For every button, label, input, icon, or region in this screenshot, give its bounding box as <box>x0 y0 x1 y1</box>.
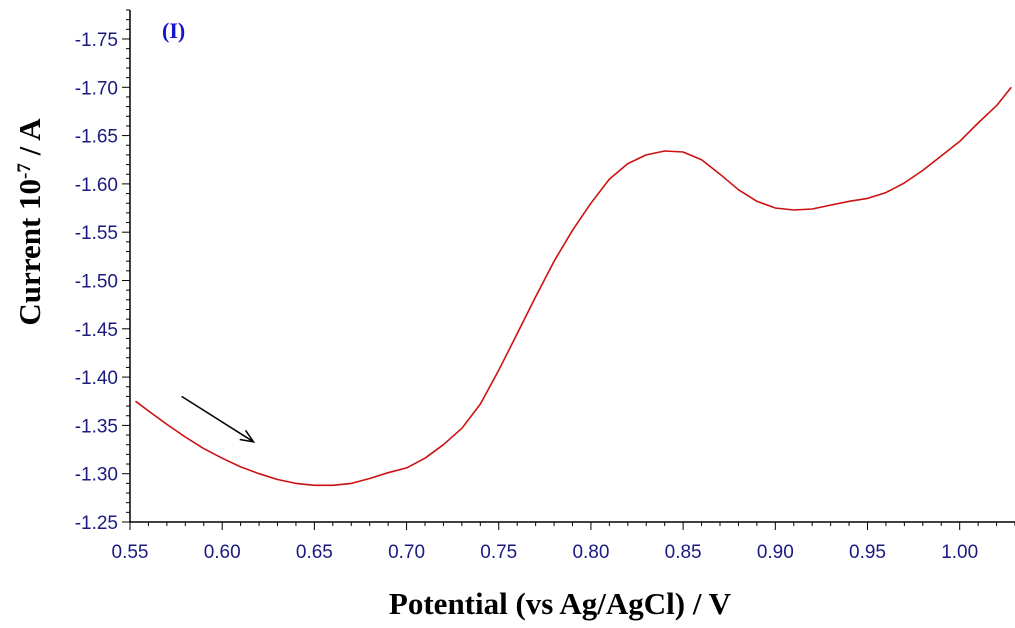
x-tick-label: 1.00 <box>941 542 978 563</box>
y-tick-label: -1.30 <box>75 465 118 486</box>
x-tick-label: 0.75 <box>480 542 517 563</box>
y-tick-label: -1.50 <box>75 271 118 292</box>
arrow-annotation-line <box>181 395 254 443</box>
x-axis-ticks: 0.55 0.60 0.65 0.70 0.75 0.80 0.85 0.90 0.95 1.00 <box>112 522 1015 563</box>
x-axis-title: Potential (vs Ag/AgCl) / V <box>389 586 732 621</box>
y-tick-label: -1.70 <box>75 78 118 99</box>
y-axis-title-suffix: / A <box>12 118 47 163</box>
x-tick-label: 0.60 <box>204 542 241 563</box>
x-tick-label: 0.65 <box>296 542 333 563</box>
y-tick-label: -1.55 <box>75 223 118 244</box>
x-tick-label: 0.85 <box>665 542 702 563</box>
y-tick-label: -1.75 <box>75 30 118 51</box>
y-axis-title-prefix: Current 10 <box>12 179 47 326</box>
y-tick-label: -1.60 <box>75 175 118 196</box>
arrow-annotation-head <box>239 429 256 443</box>
series-line <box>135 86 1012 487</box>
y-tick-label: -1.25 <box>75 513 118 534</box>
y-tick-label: -1.35 <box>75 416 118 437</box>
y-axis-title-exponent: -7 <box>14 163 35 179</box>
chart-annotations <box>181 395 256 443</box>
y-tick-label: -1.45 <box>75 320 118 341</box>
y-axis-title: Current 10-7 / A <box>12 118 47 326</box>
y-tick-label: -1.40 <box>75 368 118 389</box>
y-tick-label: -1.65 <box>75 127 118 148</box>
x-tick-label: 0.90 <box>757 542 794 563</box>
chart-series <box>135 86 1012 487</box>
y-axis-ticks: -1.25 -1.30 -1.35 -1.40 -1.45 -1.50 -1.55 -1.60… <box>75 9 130 534</box>
x-tick-label: 0.80 <box>572 542 609 563</box>
panel-label: (I) <box>162 18 185 43</box>
x-tick-label: 0.95 <box>849 542 886 563</box>
x-tick-label: 0.70 <box>388 542 425 563</box>
x-tick-label: 0.55 <box>112 542 149 563</box>
chart-axes <box>129 10 1015 523</box>
